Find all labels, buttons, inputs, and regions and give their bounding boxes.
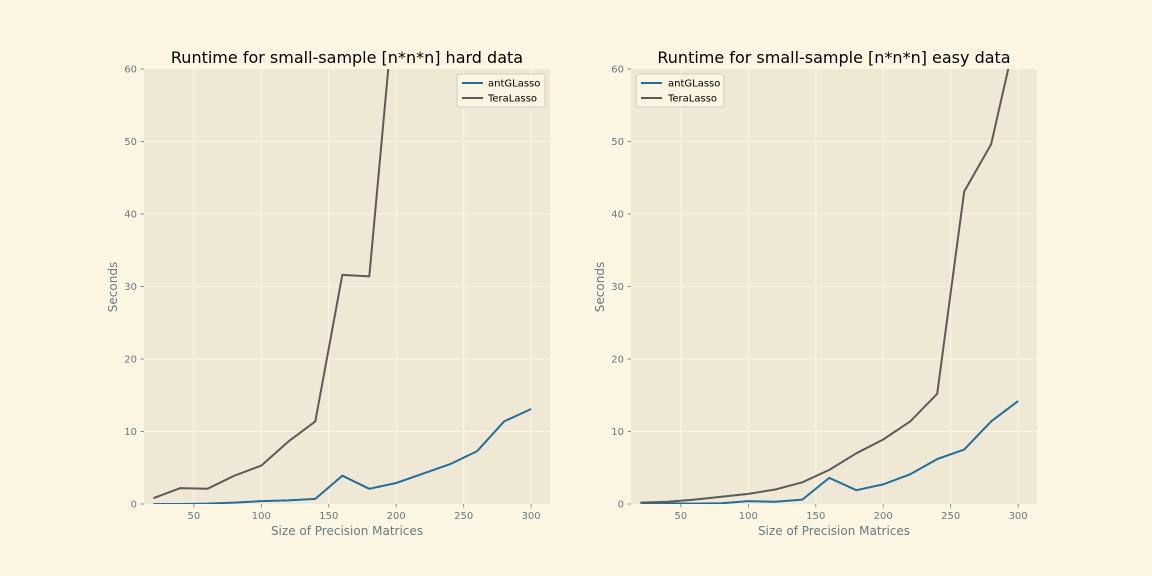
y-tick-label: 20: [124, 355, 137, 366]
x-tick-label: 200: [387, 511, 406, 522]
series-lines: [153, 69, 532, 504]
y-axis-label: Seconds: [593, 262, 607, 312]
chart-title: Runtime for small-sample [n*n*n] hard da…: [171, 48, 523, 67]
x-tick-label: 200: [874, 511, 893, 522]
y-tick-label: 50: [611, 137, 624, 148]
grid-lines: [631, 69, 1037, 504]
y-tick-label: 50: [124, 137, 137, 148]
y-tick-label: 60: [611, 65, 624, 76]
series-line-antglasso: [640, 400, 1019, 504]
y-tick-label: 30: [611, 282, 624, 293]
series-line-teralasso: [640, 69, 1010, 504]
y-tick-label: 0: [618, 500, 624, 511]
y-axis-label: Seconds: [106, 262, 120, 312]
x-tick-label: 150: [806, 511, 825, 522]
x-tick-label: 250: [941, 511, 960, 522]
x-tick-label: 100: [252, 511, 271, 522]
legend-label-antglasso: antGLasso: [668, 79, 720, 90]
y-tick-label: 40: [611, 210, 624, 221]
legend-label-teralasso: TeraLasso: [487, 94, 537, 105]
x-tick-label: 50: [188, 511, 201, 522]
y-tick-label: 10: [611, 427, 624, 438]
y-tick-label: 0: [131, 500, 137, 511]
x-tick-label: 250: [454, 511, 473, 522]
chart-title: Runtime for small-sample [n*n*n] easy da…: [657, 48, 1010, 67]
panel-easy: 50 100 150 200 250 300 0 10 20 30 40 50 60 Runtime f…: [593, 48, 1037, 538]
legend-label-teralasso: TeraLasso: [667, 94, 717, 105]
x-tick-label: 100: [739, 511, 758, 522]
x-tick-label: 300: [522, 511, 541, 522]
x-axis-label: Size of Precision Matrices: [271, 524, 423, 538]
panel-hard: 50 100 150 200 250 300 0 10 20 30 40 50 60 Runtime f…: [106, 48, 550, 538]
series-line-teralasso: [153, 69, 390, 500]
x-tick-label: 150: [319, 511, 338, 522]
y-tick-label: 40: [124, 210, 137, 221]
x-tick-label: 50: [675, 511, 688, 522]
tick-labels: 50 100 150 200 250 300 0 10 20 30 40 50 60: [124, 65, 540, 523]
legend: antGLasso TeraLasso: [456, 73, 546, 108]
y-tick-label: 20: [611, 355, 624, 366]
y-tick-label: 30: [124, 282, 137, 293]
series-lines: [640, 69, 1019, 504]
tick-labels: 50 100 150 200 250 300 0 10 20 30 40 50 60: [611, 65, 1027, 523]
series-line-antglasso: [153, 408, 532, 504]
grid-lines: [144, 69, 550, 504]
x-tick-label: 300: [1009, 511, 1028, 522]
y-tick-label: 60: [124, 65, 137, 76]
legend: antGLasso TeraLasso: [635, 73, 725, 108]
legend-label-antglasso: antGLasso: [488, 79, 540, 90]
x-axis-label: Size of Precision Matrices: [758, 524, 910, 538]
y-tick-label: 10: [124, 427, 137, 438]
